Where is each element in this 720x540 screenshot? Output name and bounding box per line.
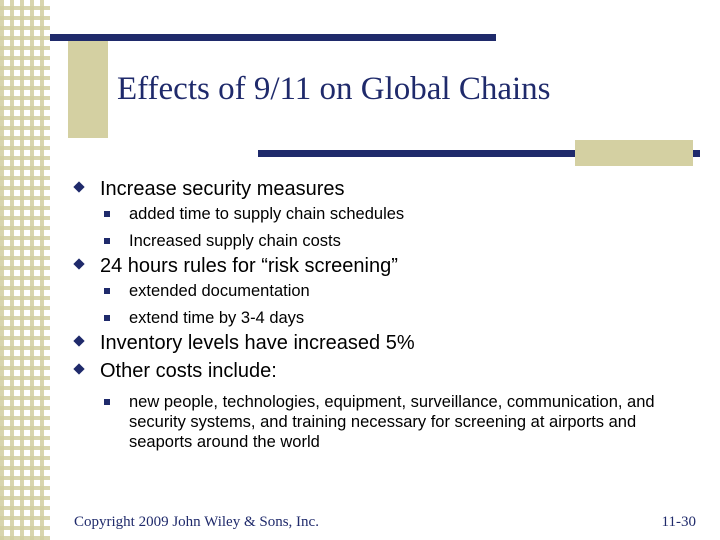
bullet-text: Increase security measures: [100, 178, 345, 200]
sub-bullet-item: new people, technologies, equipment, sur…: [73, 392, 693, 452]
bullet-text: Inventory levels have increased 5%: [100, 332, 415, 354]
diamond-bullet-icon: [73, 363, 85, 375]
bullet-item: 24 hours rules for “risk screening”: [73, 253, 693, 279]
decor-tan-block-right: [575, 140, 693, 166]
sub-bullet-item: added time to supply chain schedules: [73, 204, 693, 224]
bullet-list: Increase security measures added time to…: [73, 176, 693, 452]
square-bullet-icon: [104, 288, 110, 294]
bullet-text: Other costs include:: [100, 360, 277, 382]
sub-bullet-text: extend time by 3-4 days: [129, 309, 305, 327]
footer-copyright: Copyright 2009 John Wiley & Sons, Inc.: [74, 514, 319, 530]
footer-page-number: 11-30: [661, 514, 696, 530]
decor-navy-rule-bottom: [258, 150, 700, 157]
square-bullet-icon: [104, 399, 110, 405]
sub-bullet-text: new people, technologies, equipment, sur…: [129, 393, 655, 451]
decor-navy-rule-top: [50, 34, 496, 41]
sub-bullet-item: Increased supply chain costs: [73, 231, 693, 251]
bullet-text: 24 hours rules for “risk screening”: [100, 255, 398, 277]
diamond-bullet-icon: [73, 181, 85, 193]
sub-bullet-item: extend time by 3-4 days: [73, 308, 693, 328]
square-bullet-icon: [104, 238, 110, 244]
bullet-item: Other costs include:: [73, 358, 693, 384]
sub-bullet-text: added time to supply chain schedules: [129, 205, 405, 223]
square-bullet-icon: [104, 211, 110, 217]
diamond-bullet-icon: [73, 335, 85, 347]
decor-tan-block-left: [68, 40, 108, 138]
sub-bullet-text: extended documentation: [129, 282, 310, 300]
bullet-item: Increase security measures: [73, 176, 693, 202]
sub-bullet-text: Increased supply chain costs: [129, 232, 341, 250]
slide-title: Effects of 9/11 on Global Chains: [117, 71, 551, 107]
square-bullet-icon: [104, 315, 110, 321]
diamond-bullet-icon: [73, 258, 85, 270]
bullet-item: Inventory levels have increased 5%: [73, 330, 693, 356]
checker-pattern: [0, 0, 50, 540]
sub-bullet-item: extended documentation: [73, 281, 693, 301]
